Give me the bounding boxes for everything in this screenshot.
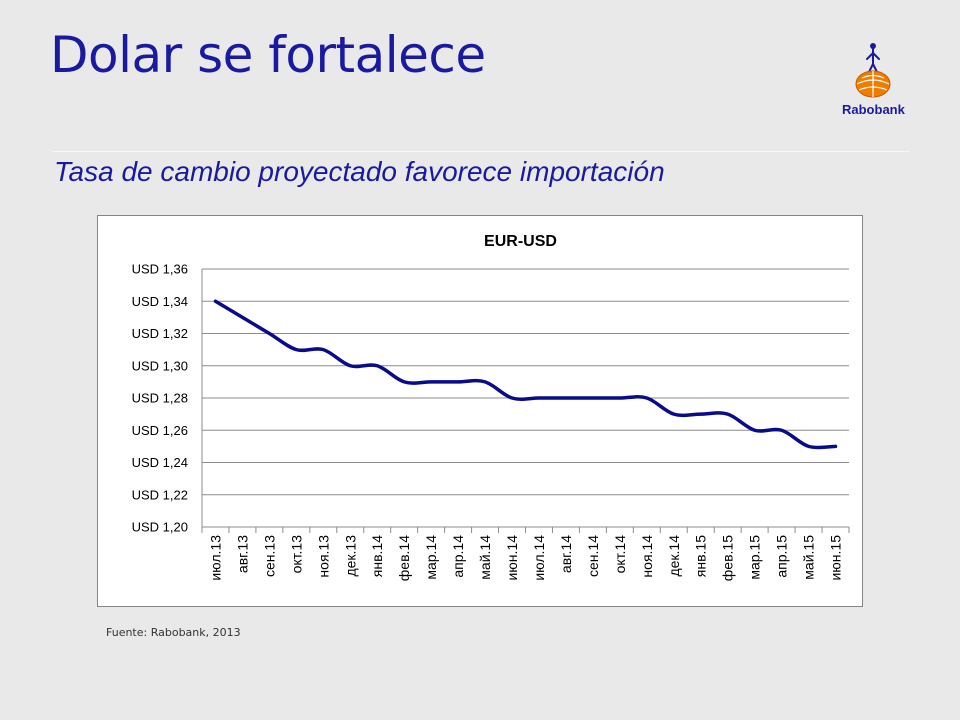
y-tick-label: USD 1,32 xyxy=(132,326,188,341)
x-tick-label: фев.14 xyxy=(396,535,412,581)
logo-text: Rabobank xyxy=(842,102,905,117)
x-tick-label: ноя.14 xyxy=(639,535,655,578)
source-note: Fuente: Rabobank, 2013 xyxy=(106,626,241,639)
x-tick-label: мар.14 xyxy=(423,535,439,580)
x-tick-label: янв.14 xyxy=(369,535,385,577)
y-tick-label: USD 1,28 xyxy=(132,391,188,406)
x-tick-label: май.14 xyxy=(477,535,493,580)
line-chart: EUR-USD USD 1,20 USD 1,22 USD 1,24 USD 1,26 U… xyxy=(132,233,850,581)
x-tick-label: фев.15 xyxy=(720,535,736,581)
x-tick-label: июн.15 xyxy=(828,535,844,581)
x-tick-label: дек.14 xyxy=(666,535,682,577)
x-tick-label: дек.13 xyxy=(342,535,358,577)
x-tick-label: сен.13 xyxy=(261,535,277,577)
x-tick-label: сен.14 xyxy=(585,535,601,577)
x-tick-label: авг.14 xyxy=(558,535,574,573)
chart-title: EUR-USD xyxy=(484,233,557,250)
y-tick-label: USD 1,26 xyxy=(132,423,188,438)
x-tick-label: ноя.13 xyxy=(315,535,331,578)
x-tick-label: авг.13 xyxy=(234,535,250,573)
y-tick-label: USD 1,24 xyxy=(132,455,188,470)
x-tick-label: май.15 xyxy=(801,535,817,580)
series-line xyxy=(213,299,838,450)
x-tick-label: июл.13 xyxy=(207,535,223,581)
x-tick-label: янв.15 xyxy=(693,535,709,577)
slide-subtitle: Tasa de cambio proyectado favorece impor… xyxy=(54,156,665,187)
y-tick-label: USD 1,36 xyxy=(132,262,188,277)
x-tick-label: мар.15 xyxy=(747,535,763,580)
x-tick-label: июн.14 xyxy=(504,535,520,581)
x-tick-label: окт.14 xyxy=(612,535,628,574)
x-tick-label: апр.14 xyxy=(450,535,466,578)
x-tick-label: апр.15 xyxy=(774,535,790,578)
slide-title: Dolar se fortalece xyxy=(50,26,486,84)
y-tick-label: USD 1,34 xyxy=(132,294,188,309)
x-tick-label: окт.13 xyxy=(288,535,304,574)
divider xyxy=(52,151,910,152)
rabobank-logo-icon xyxy=(838,40,908,120)
y-tick-label: USD 1,30 xyxy=(132,358,188,373)
x-tick-label: июл.14 xyxy=(531,535,547,581)
y-tick-label: USD 1,22 xyxy=(132,487,188,502)
y-tick-label: USD 1,20 xyxy=(132,520,188,535)
chart-frame: EUR-USD USD 1,20 USD 1,22 USD 1,24 USD 1,26 U… xyxy=(97,215,863,607)
